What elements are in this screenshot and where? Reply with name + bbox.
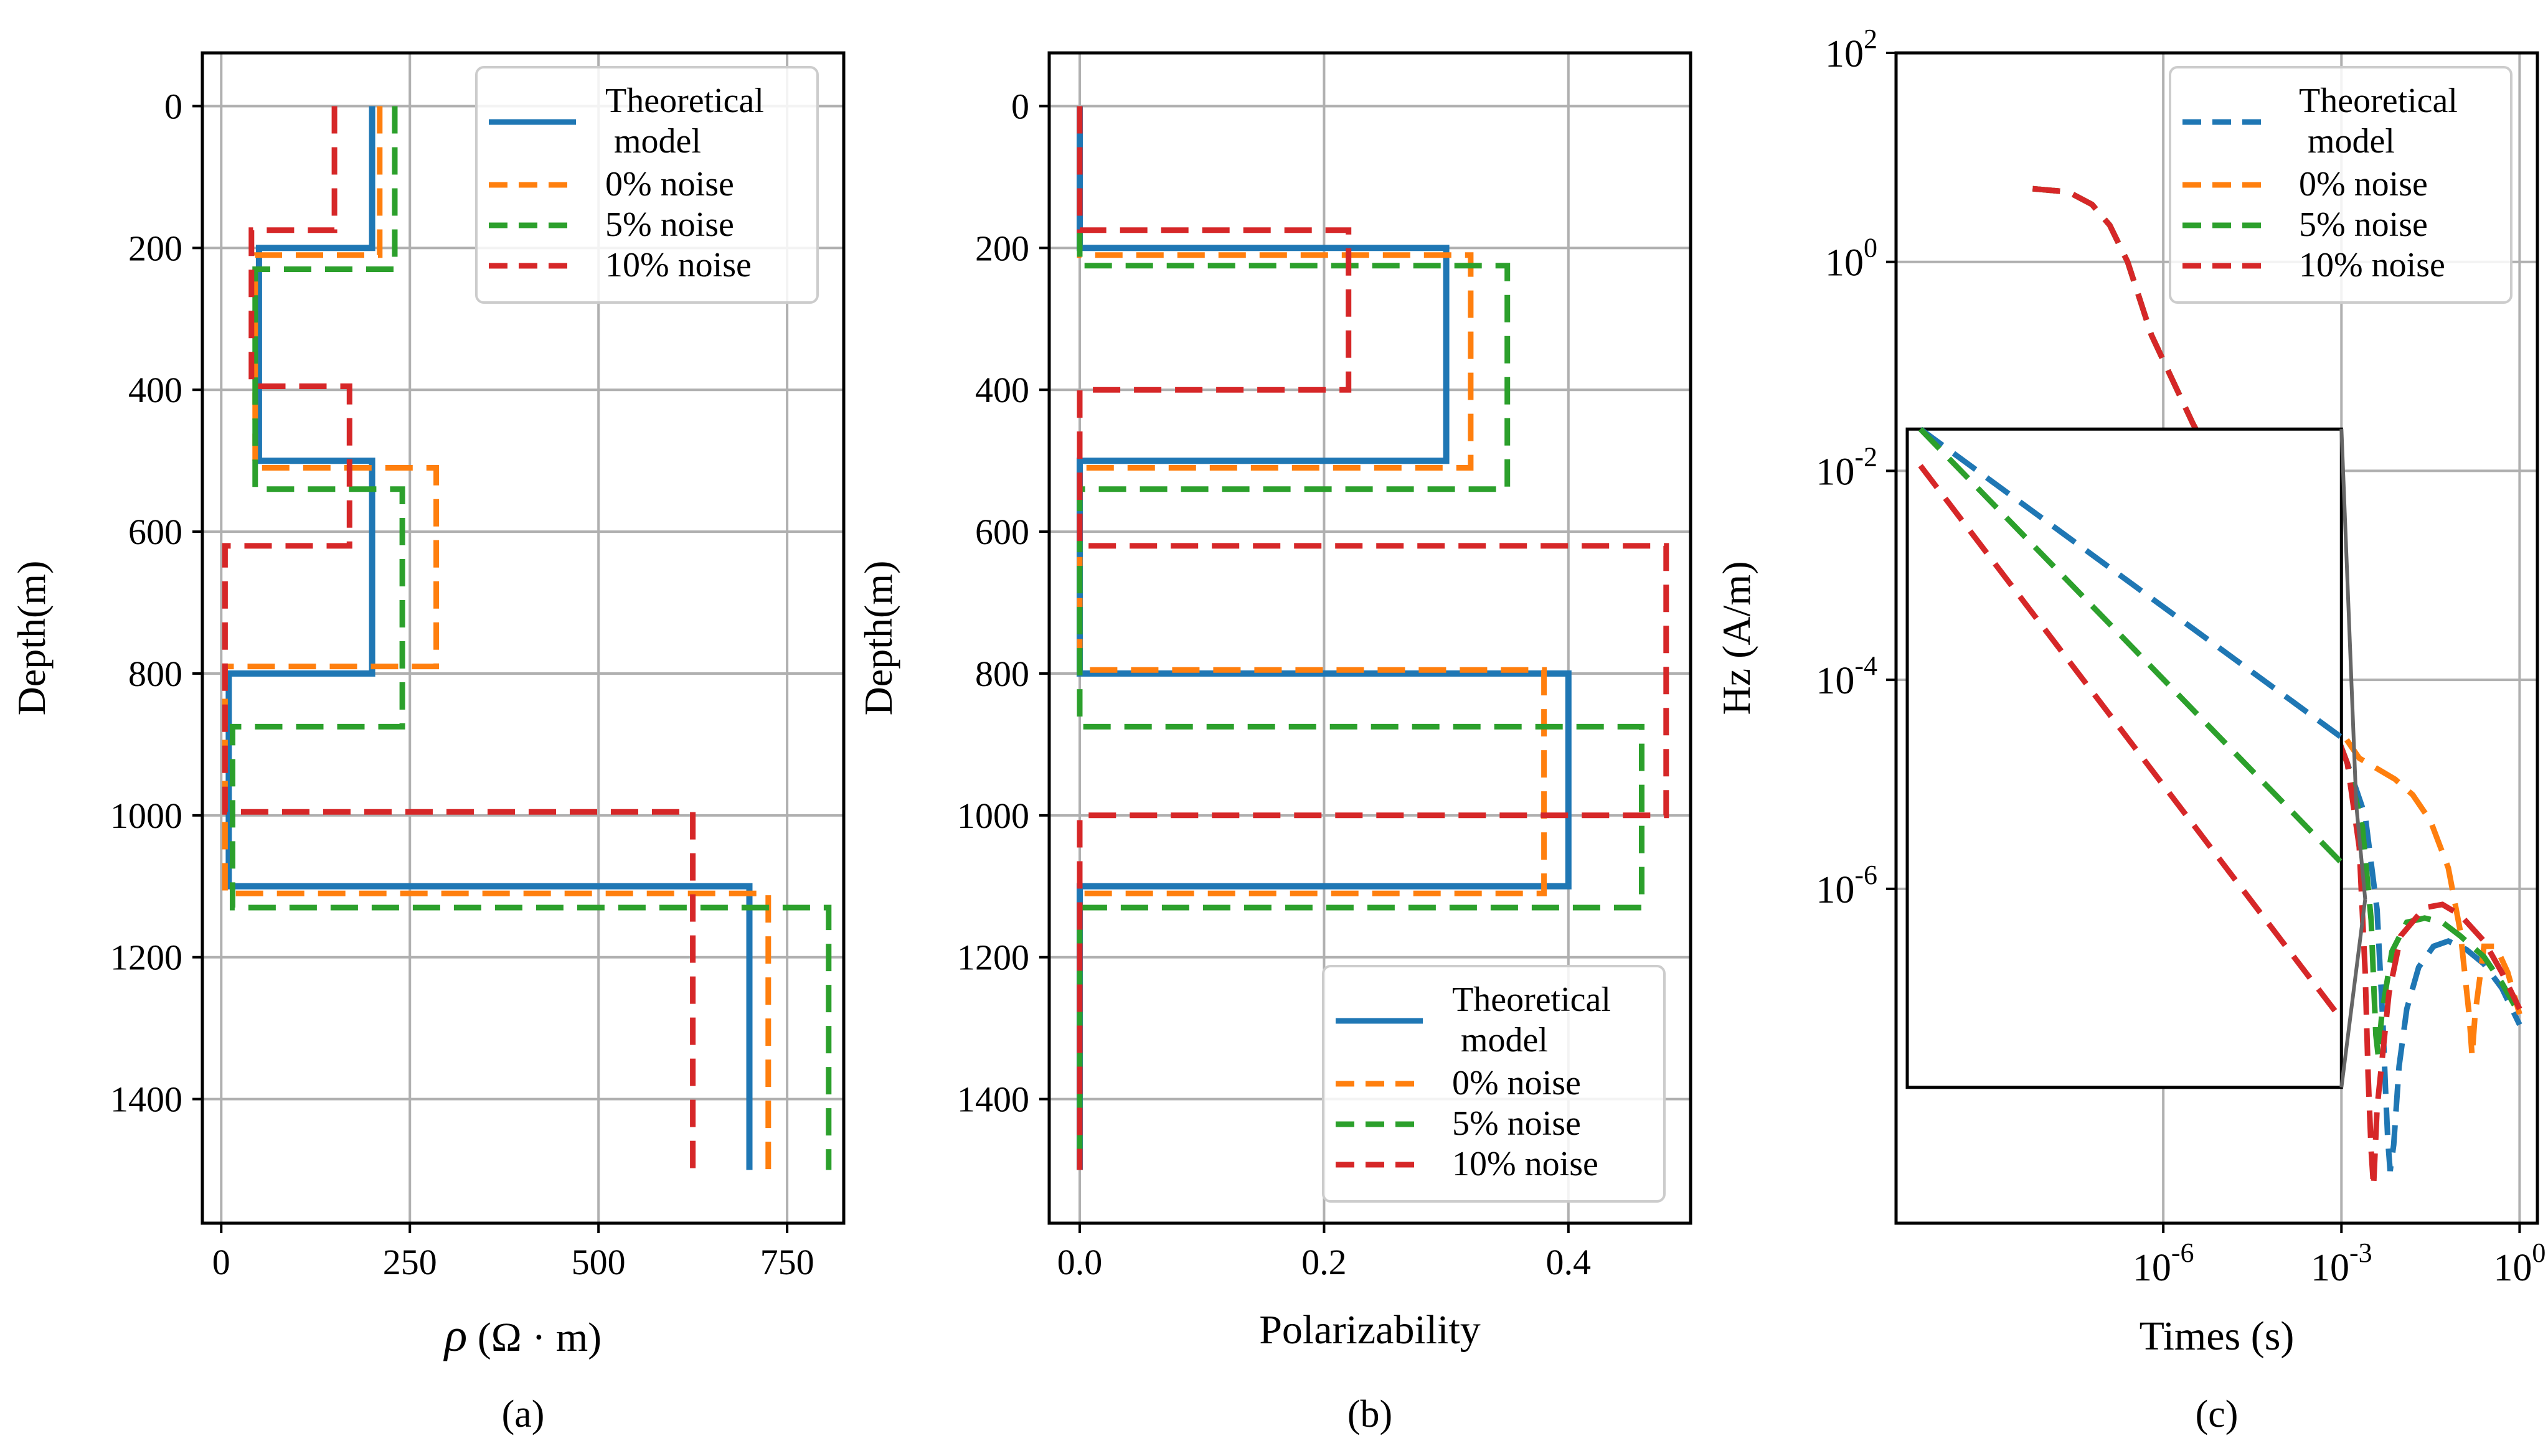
legend-a-label-n5: 5% noise — [605, 205, 734, 244]
series-n10 — [222, 106, 696, 1170]
panel-b-chart: 0.0 0.2 0.4 0 200 400 600 800 1000 1200 1400 Depth… — [856, 51, 1692, 1435]
panel-c-frame — [1894, 51, 2539, 1225]
caption-c: (c) — [2196, 1393, 2239, 1435]
panel-a-series — [222, 106, 832, 1170]
panel-c-inset — [1905, 426, 2367, 1089]
legend-b-label-theoretical-2: model — [1452, 1021, 1548, 1059]
panel-a-ylabel: Depth(m) — [9, 561, 54, 716]
inset-connector-marker — [2354, 805, 2367, 899]
panel-a-xlabel: ρ (Ω · m) — [443, 1309, 602, 1361]
tick-label-x: 0.0 — [1057, 1242, 1103, 1282]
rho-unit: (Ω · m) — [467, 1315, 602, 1360]
tick-label-x: 500 — [572, 1242, 626, 1282]
legend-b-label-n5: 5% noise — [1452, 1104, 1581, 1143]
legend-b: Theoretical model 0% noise 5% noise 10% … — [1322, 965, 1666, 1203]
legend-b-frame — [1322, 965, 1666, 1203]
legend-c-label-n0: 0% noise — [2299, 165, 2428, 204]
caption-b: (b) — [1347, 1393, 1392, 1435]
panel-c-xlabel: Times (s) — [2140, 1313, 2295, 1359]
panel-a-ticks: 0 250 500 750 0 200 400 600 800 1000 1200 1400 — [110, 86, 814, 1282]
tick-label-y: 200 — [128, 228, 182, 268]
legend-c-label-n5: 5% noise — [2299, 205, 2428, 244]
panel-c-ticks: 10-6 10-3 100 102 100 10-2 10-4 10-6 — [1816, 24, 2546, 1289]
panel-c-series — [2032, 186, 2522, 1187]
tick-label-y: 1000 — [957, 796, 1029, 836]
inset-connector-top — [2339, 429, 2359, 805]
panel-b-ylabel: Depth(m) — [856, 561, 900, 716]
tick-label-y: 0 — [1011, 86, 1029, 126]
tick-label-y: 10-2 — [1816, 441, 1877, 493]
legend-c-label-theoretical-1: Theoretical — [2299, 82, 2458, 120]
tick-label-x: 10-3 — [2311, 1238, 2372, 1289]
legend-a-label-n0: 0% noise — [605, 165, 734, 204]
inset-series-n10 — [1918, 464, 2344, 1022]
tick-label-x: 0 — [212, 1242, 230, 1282]
inset-series-theoretical — [1918, 426, 2343, 740]
tick-label-y: 1400 — [957, 1079, 1029, 1120]
series-n5 — [1077, 106, 1644, 1170]
panel-c-chart: 10-6 10-3 100 102 100 10-2 10-4 10-6 Hz (A/m) T… — [1714, 24, 2546, 1435]
panel-c-ylabel: Hz (A/m) — [1714, 561, 1758, 715]
panel-b-series — [1077, 106, 1669, 1170]
tick-label-y: 100 — [1825, 233, 1877, 284]
tick-label-x: 750 — [760, 1242, 814, 1282]
inset-series-n5 — [1918, 427, 2344, 865]
legend-a-label-theoretical-2: model — [605, 122, 701, 161]
legend-b-label-theoretical-1: Theoretical — [1452, 980, 1611, 1019]
tick-label-y: 102 — [1825, 24, 1877, 75]
series-theoretical — [2032, 186, 2522, 1172]
tick-label-y: 600 — [128, 512, 182, 552]
tick-label-x: 10-6 — [2133, 1238, 2194, 1289]
tick-label-y: 1000 — [110, 796, 182, 836]
series-n10 — [1077, 106, 1669, 1170]
tick-label-x: 100 — [2493, 1238, 2546, 1289]
tick-label-x: 0.2 — [1301, 1242, 1347, 1282]
series-n10 — [2032, 186, 2522, 1187]
panel-b-ticks: 0.0 0.2 0.4 0 200 400 600 800 1000 1200 1400 — [957, 86, 1591, 1282]
tick-label-x: 250 — [383, 1242, 437, 1282]
tick-label-y: 600 — [975, 512, 1029, 552]
tick-label-y: 10-4 — [1816, 651, 1877, 702]
tick-label-x: 0.4 — [1546, 1242, 1592, 1282]
series-theoretical — [225, 106, 753, 1170]
caption-a: (a) — [502, 1393, 545, 1435]
panel-a-frame — [201, 51, 846, 1225]
tick-label-y: 1400 — [110, 1079, 182, 1120]
legend-b-label-n0: 0% noise — [1452, 1064, 1581, 1102]
tick-label-y: 200 — [975, 228, 1029, 268]
legend-a-label-n10: 10% noise — [605, 246, 752, 284]
legend-c-frame — [2169, 66, 2513, 304]
legend-c-label-n10: 10% noise — [2299, 246, 2445, 284]
rho-symbol: ρ — [443, 1309, 467, 1361]
tick-label-y: 800 — [975, 654, 1029, 694]
tick-label-y: 1200 — [110, 937, 182, 978]
legend-c-label-theoretical-2: model — [2299, 122, 2395, 161]
panel-b-xlabel: Polarizability — [1259, 1307, 1481, 1353]
tick-label-y: 1200 — [957, 937, 1029, 978]
tick-label-y: 10-6 — [1816, 860, 1877, 911]
inset-box — [1905, 427, 2343, 1089]
tick-label-y: 400 — [128, 370, 182, 410]
legend-c: Theoretical model 0% noise 5% noise 10% … — [2169, 66, 2513, 304]
legend-a: Theoretical model 0% noise 5% noise 10% … — [475, 66, 819, 304]
legend-a-frame — [475, 66, 819, 304]
tick-label-y: 400 — [975, 370, 1029, 410]
panel-a-chart: 0 250 500 750 0 200 400 600 800 1000 1200 1400 Dept… — [9, 51, 846, 1435]
series-n0 — [222, 106, 771, 1170]
legend-a-label-theoretical-1: Theoretical — [605, 82, 764, 120]
panel-b-frame — [1047, 51, 1692, 1225]
legend-b-label-n10: 10% noise — [1452, 1145, 1598, 1183]
inset-connector-bottom — [2339, 899, 2367, 1088]
tick-label-y: 800 — [128, 654, 182, 694]
series-n5 — [230, 106, 832, 1170]
tick-label-y: 0 — [164, 86, 182, 126]
